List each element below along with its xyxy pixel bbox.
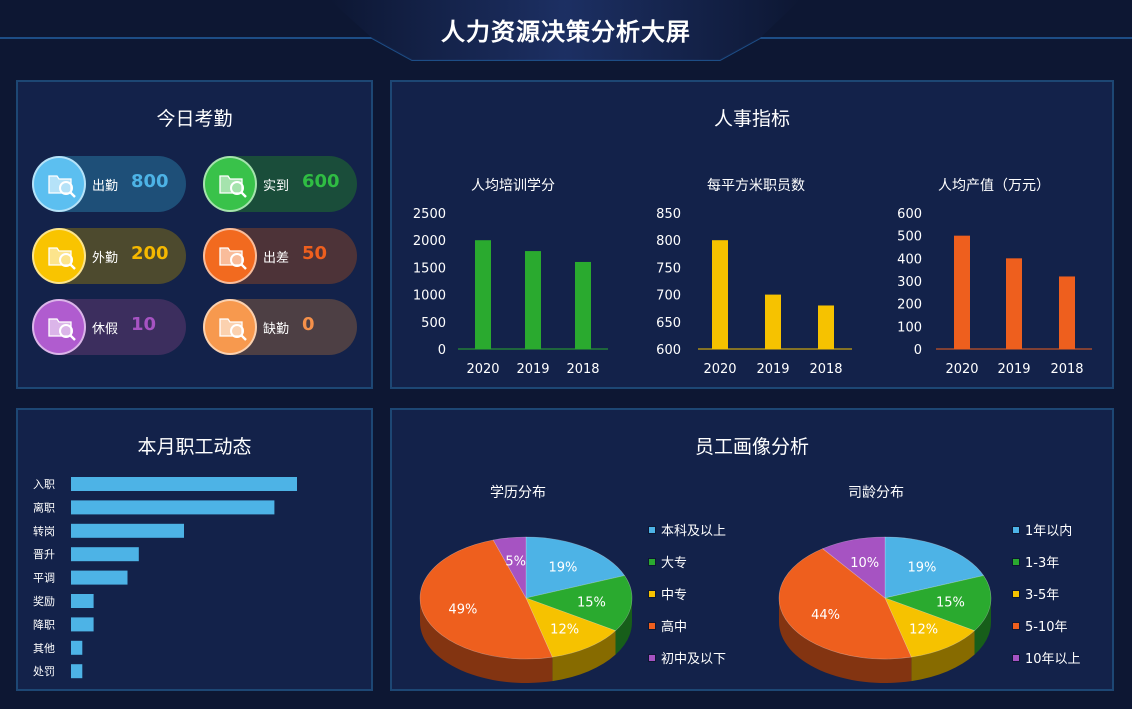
legend-swatch [648,558,656,566]
header-banner [0,0,1132,61]
attendance-label: 出差 [263,251,290,266]
attendance-value: 50 [302,243,328,264]
legend-item[interactable]: 中专 [648,584,687,603]
legend-label: 3-5年 [1025,588,1060,603]
attendance-card-1[interactable]: 实到 600 [203,156,357,212]
legend-swatch [648,590,656,598]
attendance-icon-circle [203,156,257,212]
legend-label: 10年以上 [1025,652,1081,667]
legend-item[interactable]: 1年以内 [1012,520,1072,539]
attendance-value: 0 [302,314,315,335]
legend-swatch [648,526,656,534]
legend-item[interactable]: 本科及以上 [648,520,726,539]
attendance-icon-circle [203,299,257,355]
attendance-value: 800 [131,171,169,192]
legend-item[interactable]: 10年以上 [1012,648,1081,667]
monthly-dynamics-title: 本月职工动态 [137,436,252,458]
attendance-value: 200 [131,243,169,264]
attendance-icon-circle [32,228,86,284]
legend-label: 大专 [661,556,688,571]
attendance-card-2[interactable]: 外勤 200 [32,228,186,284]
folder-search-icon [219,247,247,270]
legend-label: 初中及以下 [661,652,727,667]
legend-swatch [1012,590,1020,598]
legend-label: 中专 [661,588,688,603]
attendance-label: 缺勤 [263,322,290,337]
legend-label: 1-3年 [1025,556,1060,571]
legend-item[interactable]: 高中 [648,616,687,635]
legend-swatch [1012,558,1020,566]
legend-label: 本科及以上 [661,524,727,539]
attendance-icon-circle [32,299,86,355]
attendance-label: 出勤 [92,179,119,194]
folder-search-icon [48,247,76,270]
attendance-card-0[interactable]: 出勤 800 [32,156,186,212]
hr-metrics-title: 人事指标 [713,108,790,130]
legend-swatch [1012,622,1020,630]
page-title: 人力资源决策分析大屏 [441,18,691,46]
folder-search-icon [219,318,247,341]
legend-label: 5-10年 [1025,620,1068,635]
attendance-card-5[interactable]: 缺勤 0 [203,299,357,355]
legend-label: 1年以内 [1025,524,1073,539]
legend-swatch [648,622,656,630]
legend-label: 高中 [661,620,688,635]
folder-search-icon [48,175,76,198]
attendance-card-4[interactable]: 休假 10 [32,299,186,355]
legend-item[interactable]: 大专 [648,552,687,571]
hr-metrics-panel: 人事指标 [390,80,1114,389]
attendance-panel: 今日考勤 出勤 800 实到 600 外勤 200 出差 50 休假 10 缺勤 0 [16,80,373,389]
attendance-label: 外勤 [92,251,119,266]
portrait-title: 员工画像分析 [694,436,809,458]
legend-item[interactable]: 初中及以下 [648,648,726,667]
legend-item[interactable]: 5-10年 [1012,616,1068,635]
attendance-value: 600 [302,171,340,192]
attendance-title: 今日考勤 [156,108,233,130]
legend-swatch [1012,654,1020,662]
legend-swatch [1012,526,1020,534]
portrait-panel: 员工画像分析 [390,408,1114,691]
folder-search-icon [219,175,247,198]
monthly-dynamics-panel: 本月职工动态 [16,408,373,691]
legend-swatch [648,654,656,662]
folder-search-icon [48,318,76,341]
attendance-label: 休假 [92,322,119,337]
attendance-icon-circle [203,228,257,284]
attendance-label: 实到 [263,179,290,194]
attendance-value: 10 [131,314,157,335]
legend-item[interactable]: 3-5年 [1012,584,1059,603]
attendance-card-3[interactable]: 出差 50 [203,228,357,284]
attendance-icon-circle [32,156,86,212]
legend-item[interactable]: 1-3年 [1012,552,1059,571]
